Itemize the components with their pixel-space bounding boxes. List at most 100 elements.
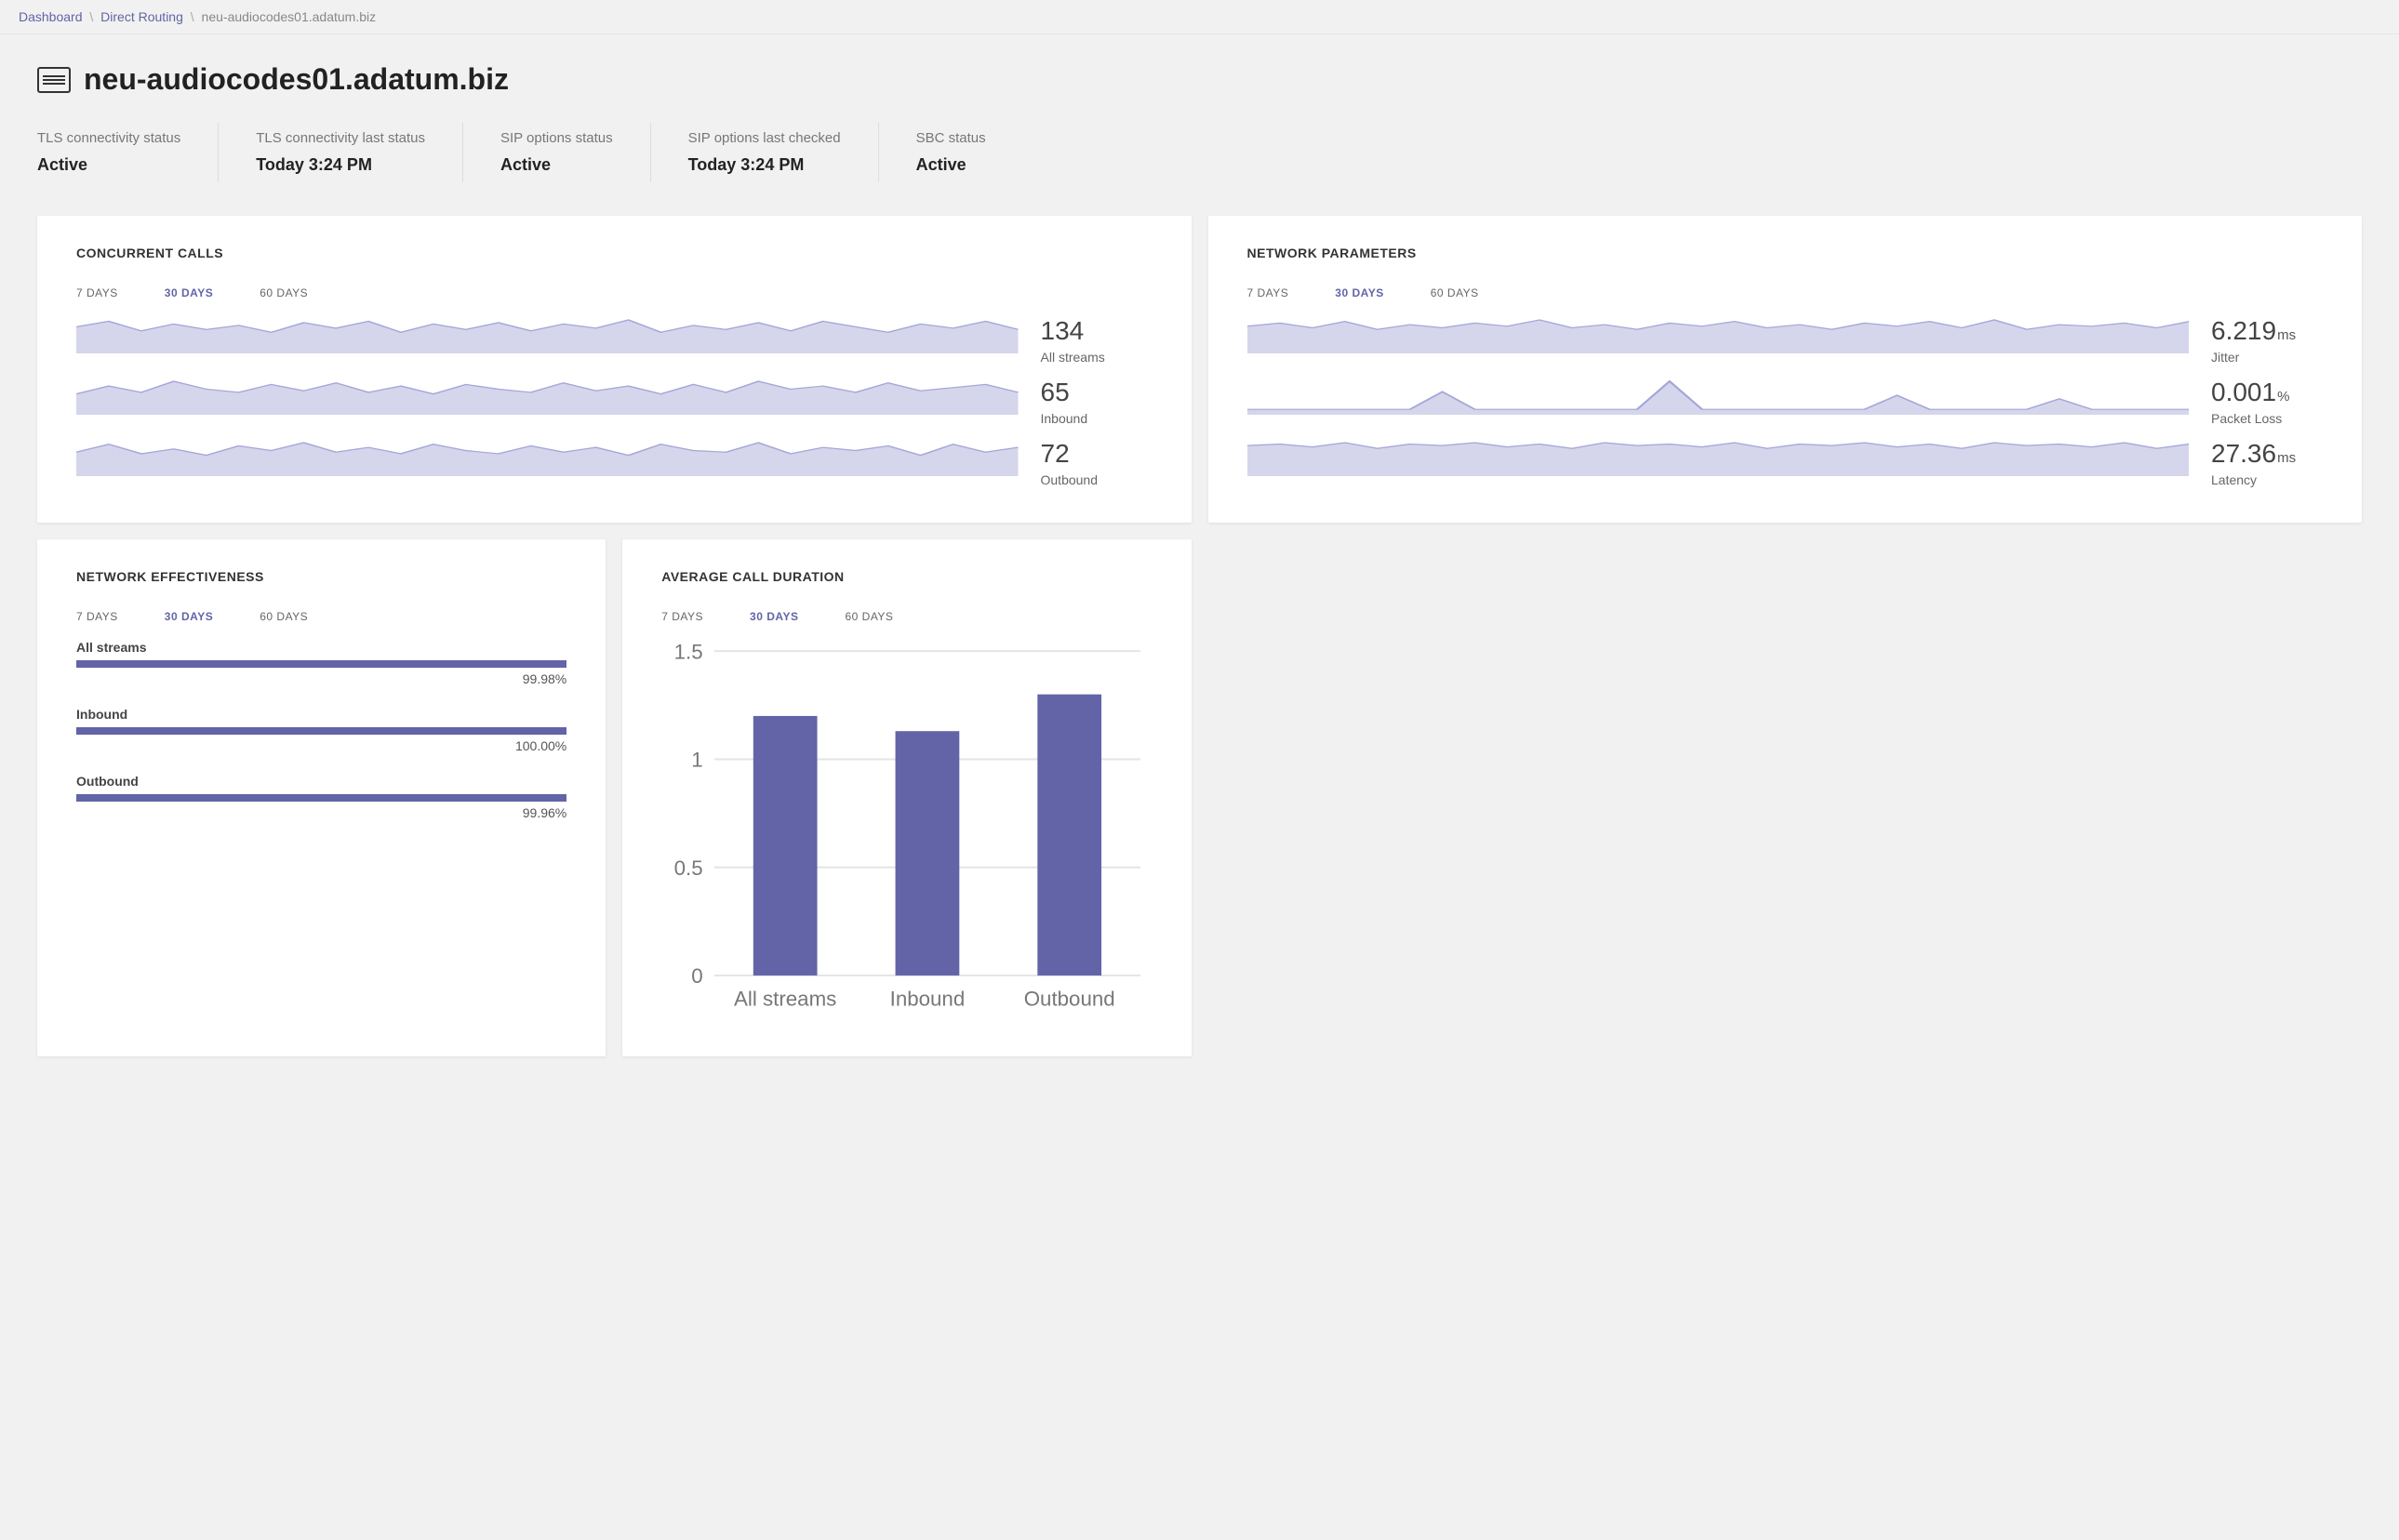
time-range-tabs: 7 DAYS 30 DAYS 60 DAYS [1247, 286, 2324, 299]
sparkline-meta: 6.219ms Jitter [2211, 316, 2323, 365]
progress-bar [76, 794, 566, 802]
status-value: Today 3:24 PM [688, 155, 841, 175]
status-sip-options: SIP options status Active [462, 123, 650, 182]
sparkline-label: Jitter [2211, 350, 2323, 365]
card-concurrent-calls: CONCURRENT CALLS 7 DAYS 30 DAYS 60 DAYS 13… [37, 216, 1192, 523]
status-value: Today 3:24 PM [256, 155, 425, 175]
tab-60-days[interactable]: 60 DAYS [260, 286, 308, 299]
page-title: neu-audiocodes01.adatum.biz [84, 62, 509, 97]
svg-text:1.5: 1.5 [674, 640, 703, 663]
card-network-effectiveness: NETWORK EFFECTIVENESS 7 DAYS 30 DAYS 60 DA… [37, 539, 606, 1056]
sparkline-meta: 134All streams [1041, 316, 1153, 365]
status-value: Active [916, 155, 986, 175]
time-range-tabs: 7 DAYS 30 DAYS 60 DAYS [661, 610, 1152, 623]
sparkline-chart [76, 439, 1019, 480]
breadcrumb-link-dashboard[interactable]: Dashboard [19, 9, 83, 24]
breadcrumb: Dashboard \ Direct Routing \ neu-audioco… [0, 0, 2399, 34]
sparkline-chart [1247, 378, 2190, 418]
sparkline-value: 6.219ms [2211, 318, 2323, 344]
tab-30-days[interactable]: 30 DAYS [750, 610, 798, 623]
tab-7-days[interactable]: 7 DAYS [76, 286, 118, 299]
sparkline-row: 65 Inbound [76, 378, 1153, 426]
progress-fill [76, 794, 566, 802]
status-value: Active [500, 155, 613, 175]
sparkline-unit: ms [2277, 327, 2296, 343]
card-title: AVERAGE CALL DURATION [661, 569, 1152, 584]
progress-bar [76, 660, 566, 668]
sparkline-chart [76, 378, 1019, 418]
progress-item: All streams 99.98% [76, 640, 566, 686]
progress-list: All streams 99.98% Inbound 100.00% Outbound 9… [76, 640, 566, 820]
status-sbc: SBC status Active [878, 123, 1023, 182]
card-title: CONCURRENT CALLS [76, 246, 1153, 260]
sparkline-label: Packet Loss [2211, 411, 2323, 426]
tab-7-days[interactable]: 7 DAYS [76, 610, 118, 623]
sparkline-meta: 72 Outbound [1041, 439, 1153, 487]
breadcrumb-separator: \ [191, 9, 194, 24]
sparkline-unit: ms [2277, 450, 2296, 466]
svg-text:All streams: All streams [734, 987, 836, 1010]
time-range-tabs: 7 DAYS 30 DAYS 60 DAYS [76, 610, 566, 623]
sparkline-row: 27.36ms Latency [1247, 439, 2324, 487]
svg-text:1: 1 [691, 749, 702, 772]
card-network-parameters: NETWORK PARAMETERS 7 DAYS30 DAYS60 DAYS … [1208, 216, 2363, 523]
progress-bar [76, 727, 566, 735]
tab-7-days[interactable]: 7 DAYS [1247, 286, 1289, 299]
sparkline-row: 0.001% Packet Loss [1247, 378, 2324, 426]
sparkline-meta: 0.001% Packet Loss [2211, 378, 2323, 426]
status-label: SIP options last checked [688, 130, 841, 146]
progress-value: 100.00% [76, 738, 566, 753]
tab-60-days[interactable]: 60 DAYS [260, 610, 308, 623]
sparkline-chart [1247, 316, 2190, 357]
card-title: NETWORK EFFECTIVENESS [76, 569, 566, 584]
tab-30-days[interactable]: 30 DAYS [165, 610, 213, 623]
progress-fill [76, 660, 566, 668]
sparkline-value: 27.36ms [2211, 441, 2323, 467]
tab-60-days[interactable]: 60 DAYS [845, 610, 893, 623]
progress-label: Inbound [76, 707, 566, 722]
breadcrumb-link-direct-routing[interactable]: Direct Routing [100, 9, 183, 24]
progress-value: 99.98% [76, 671, 566, 686]
tab-7-days[interactable]: 7 DAYS [661, 610, 703, 623]
sparkline-meta: 27.36ms Latency [2211, 439, 2323, 487]
breadcrumb-separator: \ [89, 9, 93, 24]
progress-item: Inbound 100.00% [76, 707, 566, 753]
svg-text:Inbound: Inbound [890, 987, 966, 1010]
progress-fill [76, 727, 566, 735]
sparkline-unit: % [2277, 389, 2289, 405]
sparkline-label: Latency [2211, 472, 2323, 487]
tab-30-days[interactable]: 30 DAYS [165, 286, 213, 299]
sparkline-meta: 65 Inbound [1041, 378, 1153, 426]
sparkline-row: 6.219ms Jitter [1247, 316, 2324, 365]
breadcrumb-current: neu-audiocodes01.adatum.biz [202, 9, 377, 24]
sparkline-label: Outbound [1041, 472, 1153, 487]
sparkline-value: 72 [1041, 441, 1153, 467]
status-row: TLS connectivity status Active TLS conne… [37, 123, 2362, 182]
status-sip-last-checked: SIP options last checked Today 3:24 PM [650, 123, 878, 182]
status-tls-connectivity: TLS connectivity status Active [37, 123, 218, 182]
status-label: TLS connectivity last status [256, 130, 425, 146]
card-average-call-duration: AVERAGE CALL DURATION 7 DAYS 30 DAYS 60 DA… [622, 539, 1191, 1056]
card-title: NETWORK PARAMETERS [1247, 246, 2324, 260]
sparkline-value: 0.001% [2211, 379, 2323, 405]
bar-chart: 00.511.5All streamsInboundOutbound [661, 640, 1152, 1021]
sparkline-label: Inbound [1041, 411, 1153, 426]
svg-text:Outbound: Outbound [1024, 987, 1115, 1010]
progress-label: Outbound [76, 774, 566, 789]
page-title-row: neu-audiocodes01.adatum.biz [37, 62, 2362, 97]
svg-text:0.5: 0.5 [674, 856, 703, 880]
sparkline-row: 134All streams [76, 316, 1153, 365]
sparkline-value: 65 [1041, 379, 1153, 405]
status-label: TLS connectivity status [37, 130, 180, 146]
device-icon [37, 67, 71, 93]
tab-30-days[interactable]: 30 DAYS [1335, 286, 1383, 299]
sparkline-chart [76, 316, 1019, 357]
tab-60-days[interactable]: 60 DAYS [1431, 286, 1479, 299]
sparkline-chart [1247, 439, 2190, 480]
progress-label: All streams [76, 640, 566, 655]
sparkline-list: 6.219ms Jitter 0.001% Packet Loss 27.36ms L… [1247, 316, 2324, 487]
sparkline-list: 134All streams 65 Inbound 72 Outbound [76, 316, 1153, 487]
sparkline-row: 72 Outbound [76, 439, 1153, 487]
status-label: SBC status [916, 130, 986, 146]
status-value: Active [37, 155, 180, 175]
